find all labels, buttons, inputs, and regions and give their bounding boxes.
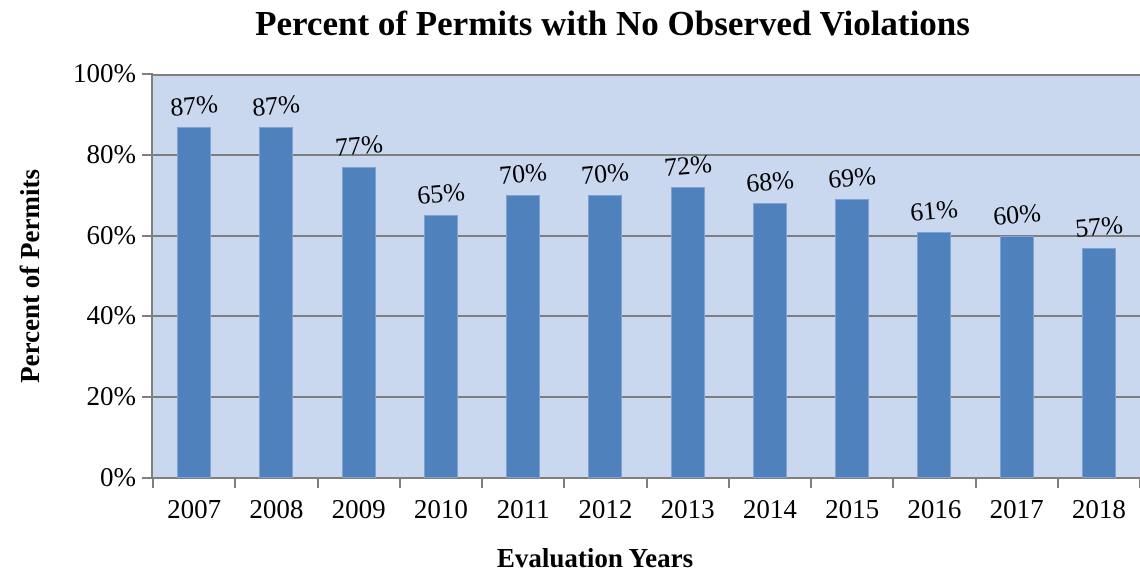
x-tick-label: 2017 (989, 494, 1044, 524)
bar (917, 231, 952, 478)
y-tick-mark (142, 477, 153, 479)
y-tick-label: 80% (86, 138, 137, 169)
x-tick-mark (234, 478, 237, 488)
y-tick-mark (142, 234, 153, 237)
chart-title: Percent of Permits with No Observed Viol… (255, 4, 970, 43)
x-tick-label: 2018 (1071, 494, 1126, 524)
y-tick-label: 100% (73, 58, 136, 88)
bar (999, 235, 1034, 478)
x-axis-title: Evaluation Years (496, 543, 694, 573)
bar-label: 87% (251, 88, 302, 122)
gridline (153, 396, 1140, 399)
plot-area: 87% 87% 77% 65% 70% 70% 72% 68% 69% 61% 60% 57% (153, 74, 1140, 478)
y-tick-label: 60% (86, 219, 137, 250)
bar-label: 77% (333, 128, 384, 162)
bar (506, 195, 541, 478)
y-axis-title: Percent of Permits (8, 74, 52, 478)
y-tick-label: 40% (86, 300, 137, 331)
x-tick-mark (645, 478, 648, 488)
bar-label: 69% (827, 161, 878, 195)
x-tick-mark (481, 478, 483, 488)
x-tick-label: 2010 (413, 494, 468, 524)
x-tick-mark (563, 478, 566, 488)
gridline (153, 234, 1140, 237)
x-tick-mark (316, 478, 319, 488)
x-tick-label: 2013 (660, 494, 715, 524)
gridline (153, 153, 1140, 156)
bar (588, 195, 623, 478)
x-tick-mark (810, 478, 812, 488)
x-tick-mark (727, 478, 730, 488)
gridline (153, 74, 1140, 76)
bar (752, 203, 787, 478)
bar (835, 199, 870, 478)
y-tick-mark (142, 396, 153, 399)
bar (423, 215, 458, 478)
y-tick-mark (142, 153, 153, 156)
x-tick-mark (1056, 478, 1059, 488)
x-tick-label: 2009 (331, 494, 386, 524)
bar (670, 187, 705, 478)
x-tick-label: 2012 (578, 494, 633, 524)
bar (1081, 247, 1116, 478)
x-axis-line (151, 477, 1140, 479)
y-tick-label: 0% (100, 462, 136, 492)
x-tick-mark (152, 478, 154, 488)
x-tick-label: 2014 (742, 494, 797, 524)
y-axis-line (151, 74, 153, 479)
y-tick-mark (142, 315, 153, 318)
x-tick-label: 2011 (496, 494, 550, 524)
x-tick-mark (398, 478, 401, 488)
x-tick-mark (892, 478, 895, 488)
x-tick-label: 2007 (167, 494, 222, 524)
bar (259, 126, 294, 478)
y-axis-title-text: Percent of Permits (14, 169, 45, 383)
y-tick-label: 20% (86, 381, 137, 412)
gridline (153, 315, 1140, 318)
bar (177, 126, 212, 478)
x-tick-label: 2015 (825, 494, 880, 524)
y-tick-mark (142, 73, 153, 75)
x-tick-label: 2016 (907, 494, 962, 524)
x-tick-mark (974, 478, 977, 488)
x-tick-label: 2008 (249, 494, 304, 524)
bar (341, 166, 376, 478)
